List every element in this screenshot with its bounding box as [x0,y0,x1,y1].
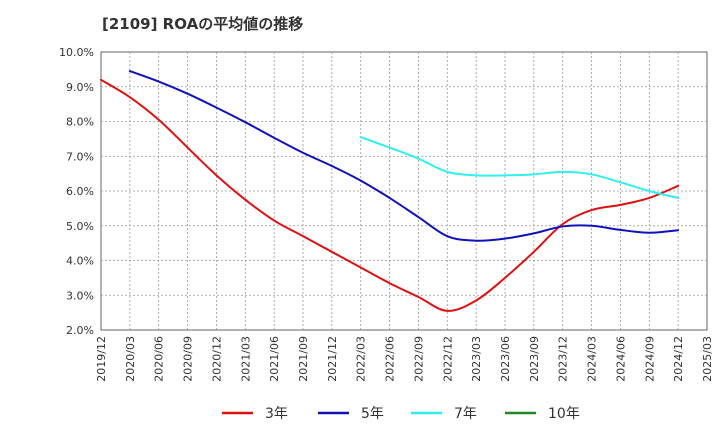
y-tick-label: 5.0% [66,220,94,233]
x-tick-label: 2023/09 [528,336,541,382]
series-line-1 [100,78,680,312]
x-tick-label: 2022/03 [355,336,368,382]
x-tick-label: 2023/06 [499,336,512,382]
x-tick-label: 2021/09 [297,336,310,382]
x-tick-label: 2024/03 [586,336,599,382]
x-tick-label: 2022/09 [412,336,425,382]
x-tick-label: 2022/12 [441,336,454,382]
x-tick-label: 2020/03 [124,336,137,382]
x-tick-label: 2019/12 [95,336,108,382]
plot-area [100,51,708,331]
x-tick-label: 2024/06 [614,336,627,382]
chart-title: [2109] ROAの平均値の推移 [102,15,304,33]
legend-label-2: 5年 [361,406,384,422]
x-tick-label: 2023/12 [557,336,570,382]
legend-label-4: 10年 [548,406,580,422]
y-tick-label: 9.0% [66,81,94,94]
x-tick-label: 2021/03 [239,336,252,382]
series-line-2 [128,70,680,242]
y-tick-label: 8.0% [66,116,94,129]
x-tick-label: 2021/12 [326,336,339,382]
legend-label-1: 3年 [265,406,288,422]
x-tick-label: 2020/12 [210,336,223,382]
x-tick-label: 2020/06 [153,336,166,382]
y-tick-label: 3.0% [66,289,94,302]
series-line-3 [359,136,680,199]
x-tick-label: 2022/06 [384,336,397,382]
x-tick-label: 2024/09 [643,336,656,382]
y-tick-label: 6.0% [66,185,94,198]
x-tick-label: 2021/06 [268,336,281,382]
y-tick-label: 4.0% [66,255,94,268]
y-tick-label: 7.0% [66,150,94,163]
x-tick-label: 2023/03 [470,336,483,382]
x-tick-label: 2024/12 [672,336,685,382]
y-tick-label: 2.0% [66,324,94,337]
x-tick-label: 2025/03 [701,336,714,382]
y-tick-label: 10.0% [59,46,94,59]
x-tick-label: 2020/09 [182,336,195,382]
legend-label-3: 7年 [454,406,477,422]
